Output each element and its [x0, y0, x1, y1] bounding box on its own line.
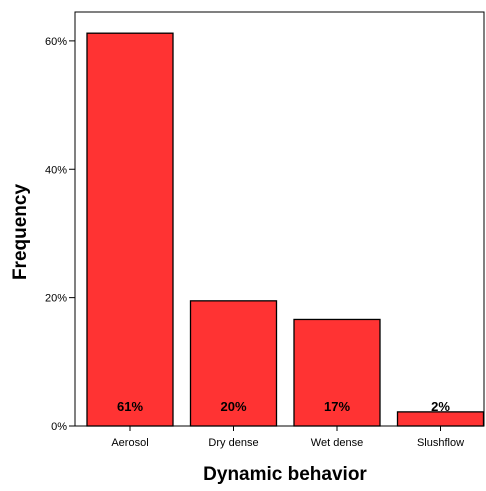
x-tick-label: Dry dense: [208, 437, 258, 449]
x-tick-label: Slushflow: [417, 437, 464, 449]
data-label: 2%: [431, 399, 450, 414]
data-label: 61%: [117, 399, 143, 414]
y-axis-title: Frequency: [10, 184, 31, 281]
data-label: 20%: [220, 399, 246, 414]
y-tick-label: 60%: [45, 36, 67, 48]
y-tick-label: 0%: [51, 421, 67, 433]
data-label: 17%: [324, 399, 350, 414]
data-labels: 61% 20% 17% 2%: [117, 399, 450, 414]
x-axis-title: Dynamic behavior: [203, 464, 367, 485]
x-tick-label: Wet dense: [311, 437, 363, 449]
bar: [189, 300, 278, 427]
bars: [86, 32, 485, 427]
y-tick-label: 40%: [45, 164, 67, 176]
x-axis: Aerosol Dry dense Wet dense Slushflow: [111, 426, 464, 449]
plot-frame: [74, 11, 485, 427]
bar: [86, 32, 174, 427]
y-tick-label: 20%: [45, 293, 67, 305]
x-tick-label: Aerosol: [111, 437, 148, 449]
y-axis: 0% 20% 40% 60%: [45, 36, 75, 433]
